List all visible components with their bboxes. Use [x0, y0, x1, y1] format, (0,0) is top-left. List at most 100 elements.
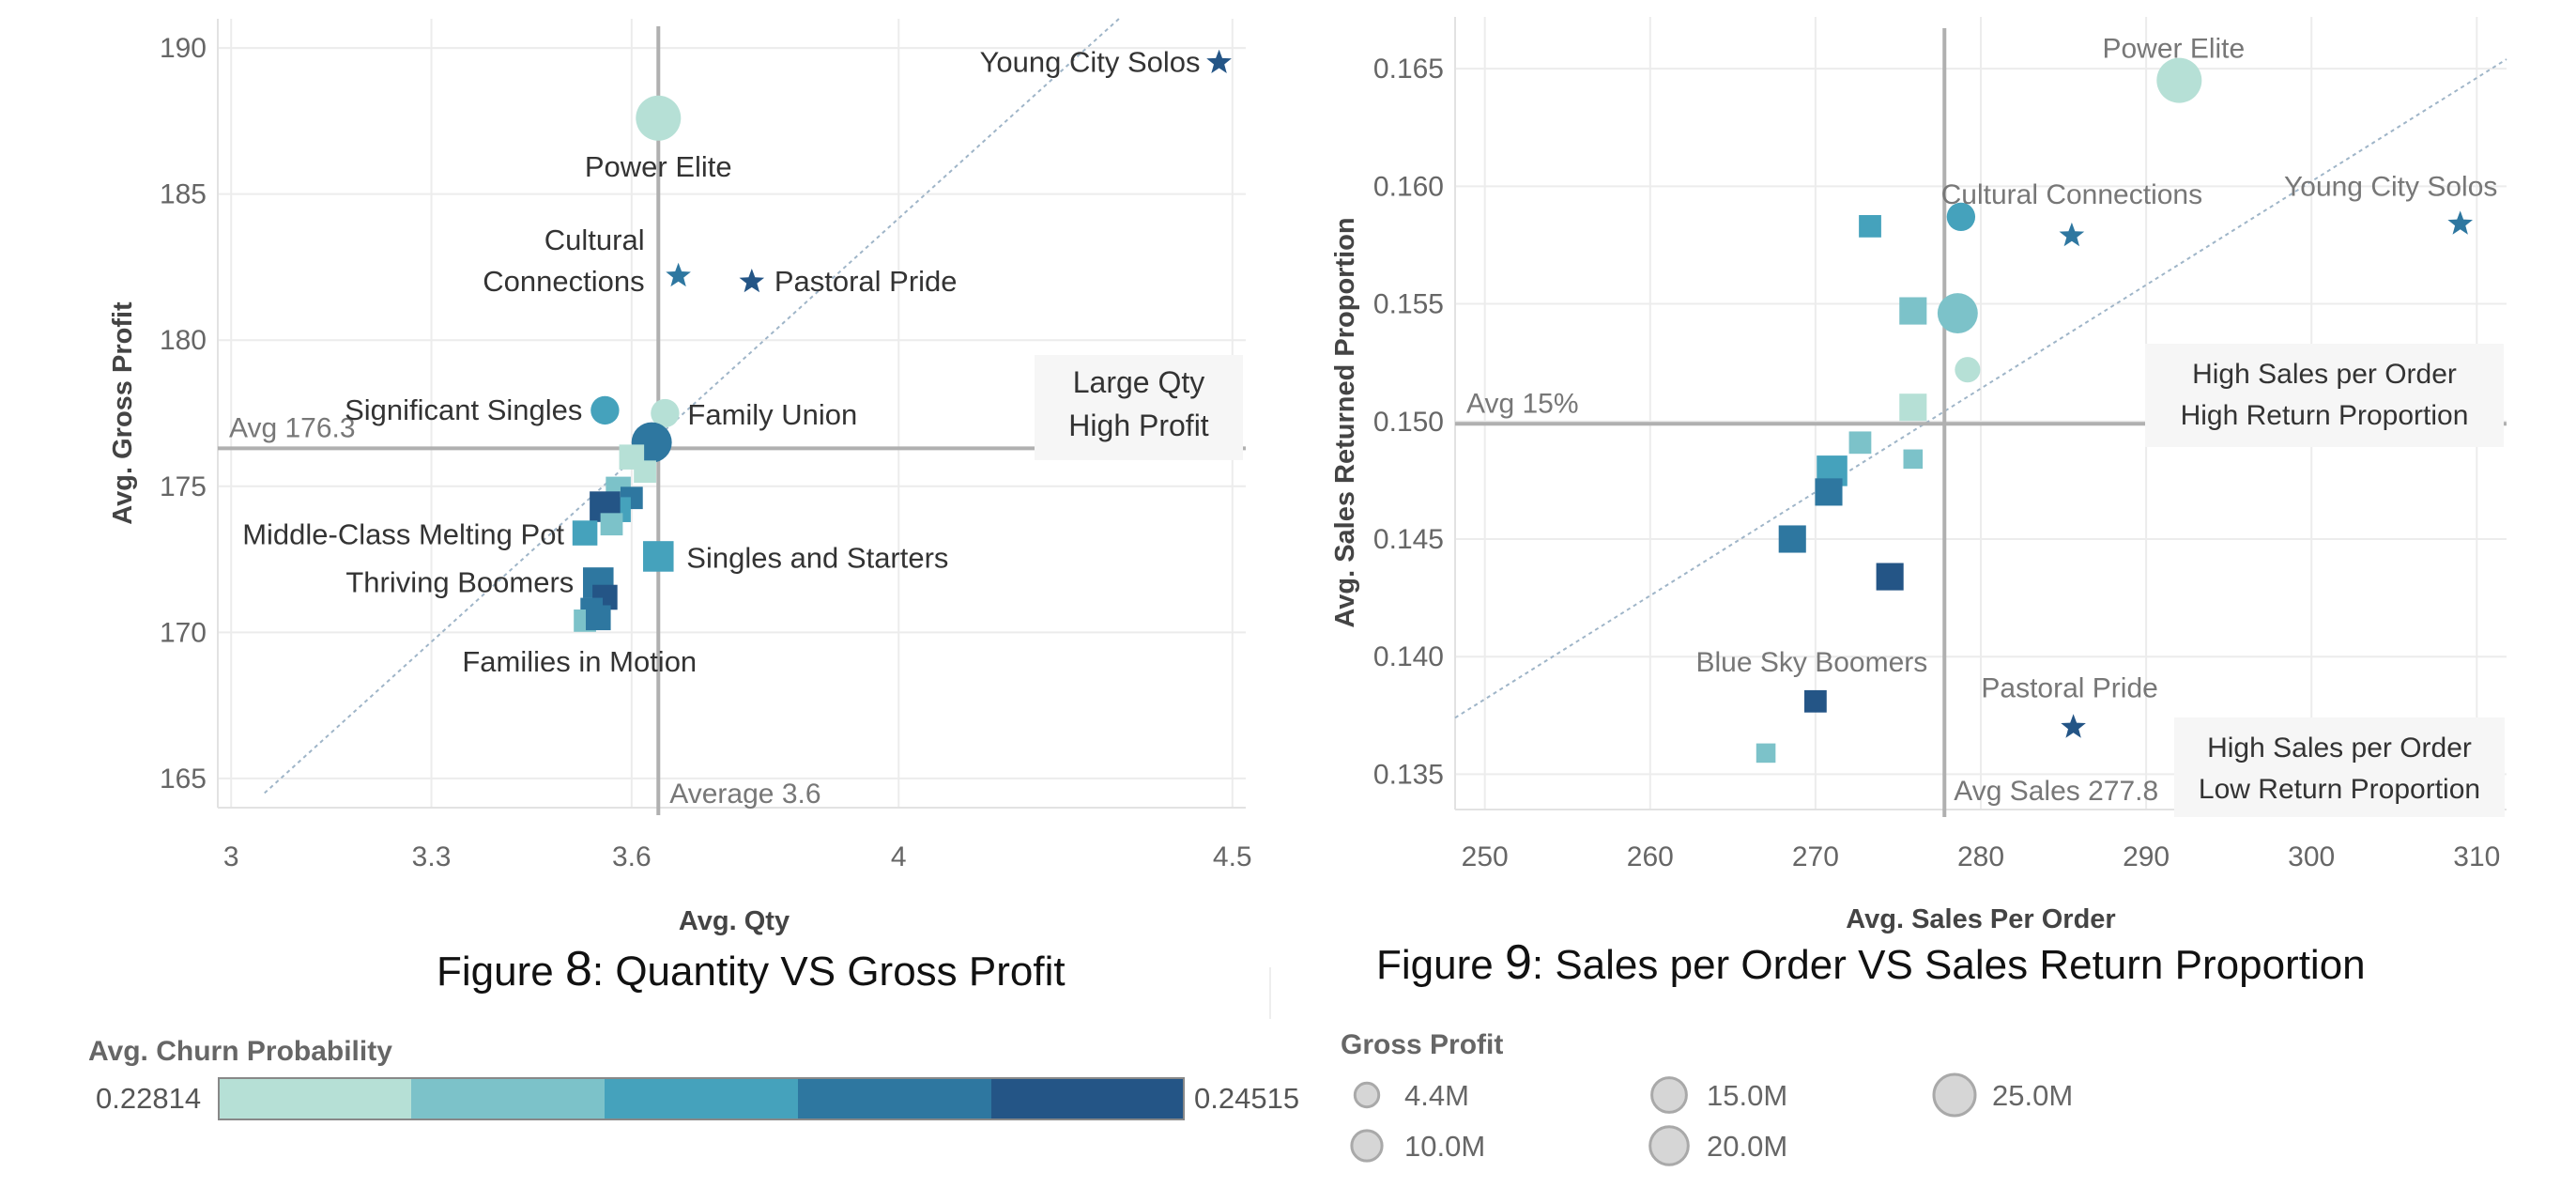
point-square	[634, 460, 656, 484]
size-legend-circle	[1353, 1081, 1381, 1109]
x-tick-label: 4.5	[1213, 841, 1252, 872]
point-circle	[590, 395, 620, 425]
point-label: Power Elite	[585, 150, 732, 183]
size-legend-label: 25.0M	[1992, 1079, 2073, 1112]
point-square	[643, 541, 674, 572]
churn-legend-title: Avg. Churn Probability	[88, 1036, 392, 1067]
point-label: Young City Solos	[980, 46, 1201, 79]
point-circle	[651, 398, 680, 428]
size-legend-label: 15.0M	[1707, 1079, 1787, 1112]
point-square	[1848, 431, 1872, 455]
point-circle	[636, 95, 682, 141]
x-tick-label: 260	[1627, 841, 1674, 872]
churn-color-step	[798, 1079, 991, 1119]
size-legend-title: Gross Profit	[1341, 1029, 1504, 1060]
point-star	[666, 262, 691, 287]
size-legend-circle	[1650, 1076, 1688, 1114]
point-label: Pastoral Pride	[1981, 672, 2157, 703]
point-star	[2447, 210, 2473, 235]
y-tick-label: 0.145	[1373, 524, 1444, 555]
y-tick-label: 0.165	[1373, 54, 1444, 85]
point-label: Middle-Class Melting Pot	[242, 518, 564, 551]
figure-9-number: 9	[1504, 935, 1532, 990]
size-legend-label: 20.0M	[1707, 1130, 1787, 1163]
quadrant-label-line: High Sales per Order	[2192, 359, 2457, 390]
point-label: Cultural	[544, 224, 645, 256]
x-tick-label: 250	[1462, 841, 1509, 872]
point-label: Connections	[483, 265, 644, 298]
y-tick-label: 0.140	[1373, 641, 1444, 672]
reference-label-x: Average 3.6	[669, 779, 820, 810]
point-square	[600, 513, 623, 536]
point-label: Family Union	[687, 398, 857, 431]
point-label: Young City Solos	[2284, 171, 2497, 202]
point-label: Blue Sky Boomers	[1696, 647, 1928, 678]
point-square	[1778, 525, 1806, 553]
figure-8-caption-prefix: Figure	[437, 949, 565, 995]
size-legend-circle	[1648, 1125, 1690, 1166]
chart-sales-per-order-vs-return: 250 260 270 280 290 300 310 0.135 0.140 0.145 0.15…	[1286, 0, 2576, 1014]
y-tick-label: 190	[160, 33, 207, 64]
point-square	[1859, 215, 1881, 238]
quadrant-label-line: High Profit	[1068, 409, 1209, 442]
point-square	[1876, 563, 1904, 591]
point-star	[1206, 49, 1232, 73]
y-tick-label: 165	[160, 764, 207, 795]
figure-8-number: 8	[564, 942, 592, 996]
y-tick-label: 0.160	[1373, 171, 1444, 202]
x-tick-label: 3.6	[612, 841, 652, 872]
point-star	[739, 269, 765, 293]
x-tick-label: 270	[1792, 841, 1839, 872]
churn-color-ramp	[218, 1077, 1185, 1120]
churn-color-step	[991, 1079, 1185, 1119]
x-axis-title: Avg. Qty	[679, 906, 790, 936]
point-circle	[1946, 202, 1976, 232]
point-square	[1903, 449, 1924, 470]
y-tick-label: 175	[160, 471, 207, 502]
point-label: Singles and Starters	[686, 541, 948, 574]
point-circle	[1955, 357, 1981, 383]
x-tick-label: 290	[2123, 841, 2170, 872]
point-square	[1899, 297, 1927, 325]
panel-divider	[1269, 967, 1271, 1019]
figure-9-caption: Figure 9: Sales per Order VS Sales Retur…	[1376, 934, 2366, 991]
scatter-plot-left: 3 3.3 3.6 4 4.5 165 170 175 180 185 190 Avg 176.3 Av…	[108, 18, 1252, 936]
reference-label-y: Avg 15%	[1466, 388, 1579, 419]
chart-quantity-vs-gross-profit: 3 3.3 3.6 4 4.5 165 170 175 180 185 190 Avg 176.3 Av…	[0, 0, 1277, 1014]
point-star	[2059, 222, 2085, 247]
reference-label-x: Avg Sales 277.8	[1954, 776, 2158, 807]
x-axis-title: Avg. Sales Per Order	[1846, 904, 2115, 934]
churn-ramp-border	[218, 1077, 1185, 1120]
point-square	[586, 605, 611, 631]
quadrant-label-box	[2145, 344, 2504, 447]
x-tick-label: 310	[2453, 841, 2500, 872]
quadrant-label-line: Low Return Proportion	[2199, 774, 2480, 805]
figure-9-caption-prefix: Figure	[1376, 942, 1505, 988]
point-label: Cultural Connections	[1941, 179, 2202, 210]
y-tick-label: 180	[160, 325, 207, 356]
x-tick-label: 3.3	[412, 841, 452, 872]
x-tick-label: 280	[1957, 841, 2004, 872]
churn-color-step	[411, 1079, 605, 1119]
point-star	[2061, 714, 2086, 738]
churn-color-step	[605, 1079, 798, 1119]
y-tick-label: 0.135	[1373, 759, 1444, 790]
x-tick-label: 4	[891, 841, 907, 872]
figure-9-caption-text: : Sales per Order VS Sales Return Propor…	[1531, 942, 2366, 988]
size-legend-circle	[1932, 1072, 1977, 1118]
quadrant-label-box	[2174, 717, 2505, 817]
size-legend-label: 10.0M	[1404, 1130, 1485, 1163]
point-label: Power Elite	[2102, 34, 2245, 65]
size-legend: 4.4M 10.0M 15.0M 20.0M 25.0M	[1350, 1072, 2073, 1166]
x-tick-label: 3	[223, 841, 239, 872]
point-label: Families in Motion	[462, 645, 697, 678]
point-label: Thriving Boomers	[345, 565, 574, 598]
figure-8-caption: Figure 8: Quantity VS Gross Profit	[437, 941, 1066, 997]
quadrant-label-box	[1035, 355, 1243, 460]
churn-color-step	[218, 1079, 411, 1119]
y-tick-label: 170	[160, 617, 207, 648]
figure-8-caption-text: : Quantity VS Gross Profit	[591, 949, 1066, 995]
size-legend-label: 4.4M	[1404, 1079, 1469, 1112]
point-square	[1756, 743, 1776, 764]
point-square	[1899, 393, 1927, 422]
